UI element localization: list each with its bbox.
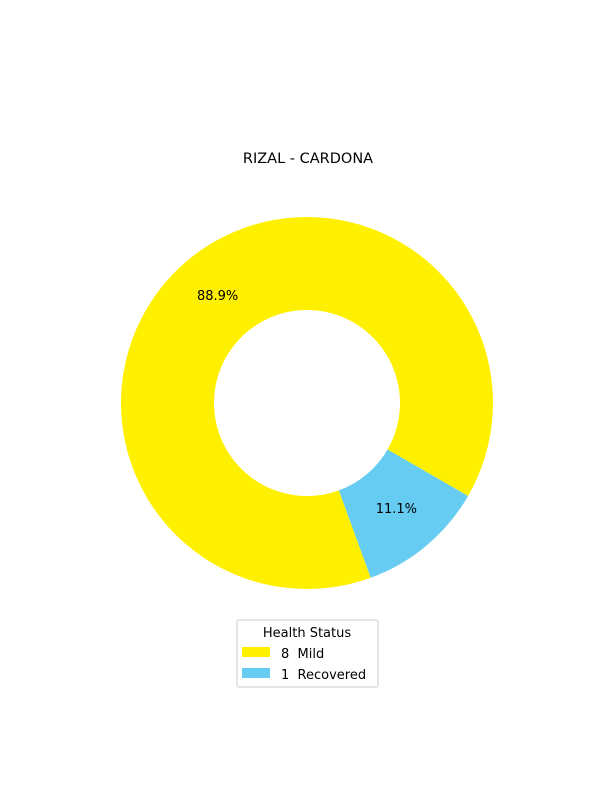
legend-frame	[236, 619, 379, 688]
chart-title: RIZAL - CARDONA	[243, 151, 373, 167]
slice-pct-label-0: 88.9%	[197, 289, 238, 304]
slice-1	[338, 449, 469, 578]
donut-slices	[121, 216, 494, 590]
slice-labels: 88.9% 11.1%	[197, 289, 417, 517]
legend-label-mild: 8 Mild	[281, 647, 324, 662]
legend: Health Status 8 Mild 1 Recovered	[236, 619, 379, 688]
slice-pct-label-1: 11.1%	[376, 502, 417, 517]
slice-0	[121, 216, 494, 590]
legend-swatch-mild	[242, 647, 270, 657]
legend-title: Health Status	[263, 626, 351, 641]
legend-swatch-recovered	[242, 668, 270, 678]
legend-label-recovered: 1 Recovered	[281, 668, 366, 683]
